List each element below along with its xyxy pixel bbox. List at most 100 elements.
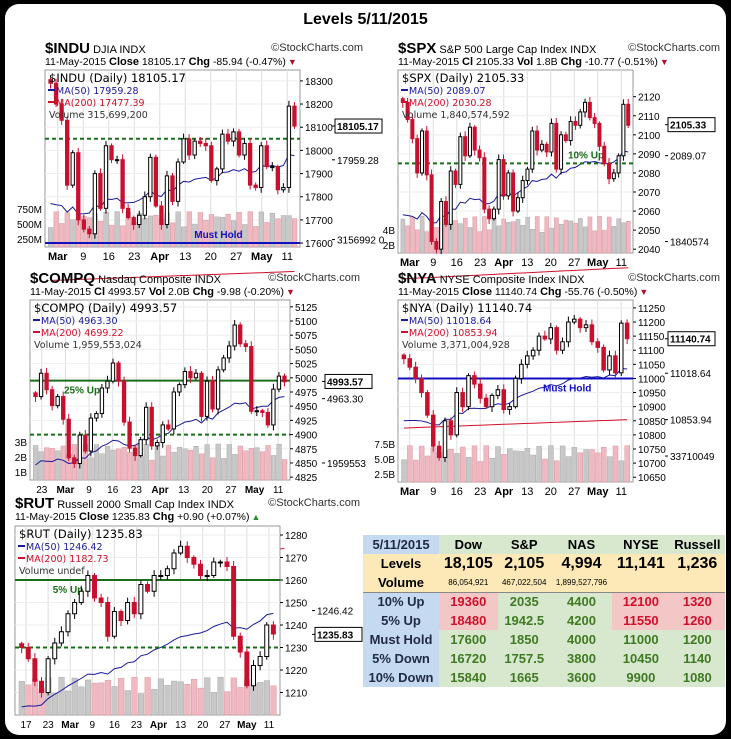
change-value: -9.98 (-0.20%) (216, 286, 285, 298)
col-header: NYSE (612, 535, 670, 554)
stockcharts-brand[interactable]: ©StockCharts.com (271, 42, 363, 54)
level-cell: 12100 (612, 592, 670, 611)
levels-row: Levels 18,105 2,105 4,994 11,141 1,236 (363, 554, 725, 573)
level-cell: 16720 (439, 649, 498, 668)
level-cell: 3600 (550, 668, 613, 687)
index-kind: INDX (194, 274, 221, 286)
change-label: Chg (188, 56, 211, 68)
triangle-down-icon: ▼ (287, 57, 297, 67)
chart-header: $SPX S&P 500 Large Cap Index INDX ©StockC… (398, 41, 720, 68)
level-cell: 15840 (439, 668, 498, 687)
table-row: 10% Up 19360 2035 4400 12100 1320 (363, 592, 725, 611)
change-label: Chg (192, 286, 214, 298)
chart-date: 11-May-2015 (30, 286, 92, 298)
col-header: Russell (669, 535, 725, 554)
level-value: 1,236 (669, 554, 725, 573)
chart-date: 11-May-2015 (45, 56, 107, 68)
volume-value: 1,899,527,796 (550, 573, 613, 593)
volume-value (612, 573, 670, 593)
stat-label: Close (109, 56, 139, 68)
stat-label: Cl (462, 56, 474, 68)
ticker[interactable]: $INDU (45, 40, 91, 57)
volume-value: 2.0B (168, 286, 190, 298)
table-row: Must Hold 17600 1850 4000 11000 1200 (363, 630, 725, 649)
row-label: 10% Up (363, 592, 439, 611)
col-header: Dow (439, 535, 498, 554)
level-cell: 1080 (669, 668, 725, 687)
level-cell: 3800 (550, 649, 613, 668)
col-header: NAS (550, 535, 613, 554)
table-date: 5/11/2015 (363, 535, 439, 554)
level-value: 18,105 (439, 554, 498, 573)
volume-value (669, 573, 725, 593)
stockcharts-brand[interactable]: ©StockCharts.com (628, 42, 720, 54)
row-label: Must Hold (363, 630, 439, 649)
table-row: 5% Down 16720 1757.5 3800 10450 1140 (363, 649, 725, 668)
change-value: -85.94 (-0.47%) (212, 56, 286, 68)
ticker[interactable]: $NYA (398, 270, 437, 287)
close-value: 2105.33 (475, 56, 514, 68)
level-cell: 1140 (669, 649, 725, 668)
chart-date: 11-May-2015 (398, 56, 460, 68)
chart-header: $NYA NYSE Composite Index INDX ©StockChar… (398, 271, 720, 298)
index-kind: INDX (207, 499, 234, 511)
levels-table: 5/11/2015 Dow S&P NAS NYSE Russell Level… (363, 535, 725, 687)
level-value: 11,141 (612, 554, 670, 573)
change-value: -10.77 (-0.51%) (584, 56, 658, 68)
ticker[interactable]: $SPX (398, 40, 437, 57)
stockcharts-brand[interactable]: ©StockCharts.com (268, 272, 360, 284)
levels-label: Levels (363, 554, 439, 573)
col-header: S&P (497, 535, 551, 554)
level-cell: 11550 (612, 611, 670, 630)
close-value: 4993.57 (107, 286, 146, 298)
level-value: 2,105 (497, 554, 551, 573)
triangle-down-icon: ▼ (659, 57, 669, 67)
table-header-row: 5/11/2015 Dow S&P NAS NYSE Russell (363, 535, 725, 554)
chart-date: 11-May-2015 (15, 511, 77, 523)
change-value: +0.90 (+0.07%) (177, 511, 250, 523)
close-value: 11140.74 (494, 286, 538, 298)
index-name: Russell 2000 Small Cap Index (57, 499, 205, 511)
level-cell: 2035 (497, 592, 551, 611)
triangle-down-icon: ▼ (639, 287, 649, 297)
level-cell: 1757.5 (497, 649, 551, 668)
level-cell: 1942.5 (497, 611, 551, 630)
chart-header: $RUT Russell 2000 Small Cap Index INDX ©S… (15, 496, 360, 523)
stat-label: Close (462, 286, 492, 298)
level-cell: 1665 (497, 668, 551, 687)
triangle-up-icon: ▲ (251, 512, 261, 522)
table-row: 10% Down 15840 1665 3600 9900 1080 (363, 668, 725, 687)
row-label: 5% Up (363, 611, 439, 630)
triangle-down-icon: ▼ (286, 287, 295, 297)
level-cell: 1200 (669, 630, 725, 649)
change-label: Chg (540, 286, 562, 298)
index-kind: INDX (558, 274, 585, 286)
level-cell: 11000 (612, 630, 670, 649)
index-kind: INDX (119, 44, 146, 56)
index-name: Nasdaq Composite (98, 274, 192, 286)
change-label: Chg (152, 511, 175, 523)
level-cell: 4000 (550, 630, 613, 649)
level-value: 4,994 (550, 554, 613, 573)
change-value: -55.76 (-0.50%) (564, 286, 638, 298)
change-label: Chg (560, 56, 582, 68)
index-name: NYSE Composite Index (439, 274, 556, 286)
table-row: 5% Up 18480 1942.5 4200 11550 1260 (363, 611, 725, 630)
stockcharts-brand[interactable]: ©StockCharts.com (268, 497, 360, 509)
row-label: 10% Down (363, 668, 439, 687)
page-title: Levels 5/11/2015 (303, 11, 428, 28)
index-kind: INDX (570, 44, 597, 56)
ticker[interactable]: $COMPQ (30, 270, 96, 287)
volume-value: 467,022,504 (497, 573, 551, 593)
close-value: 18105.17 (141, 56, 186, 68)
level-cell: 1320 (669, 592, 725, 611)
index-name: S&P 500 Large Cap Index (439, 44, 568, 56)
stat-label: Cl (94, 286, 106, 298)
chart-header: $INDU DJIA INDX ©StockCharts.com 11-May-20… (45, 41, 363, 68)
chart-header: $COMPQ Nasdaq Composite INDX ©StockCharts… (30, 271, 360, 298)
volume-label: Vol (148, 286, 166, 298)
ticker[interactable]: $RUT (15, 495, 55, 512)
volume-label: Volume (363, 573, 439, 593)
level-cell: 1850 (497, 630, 551, 649)
stockcharts-brand[interactable]: ©StockCharts.com (628, 272, 720, 284)
